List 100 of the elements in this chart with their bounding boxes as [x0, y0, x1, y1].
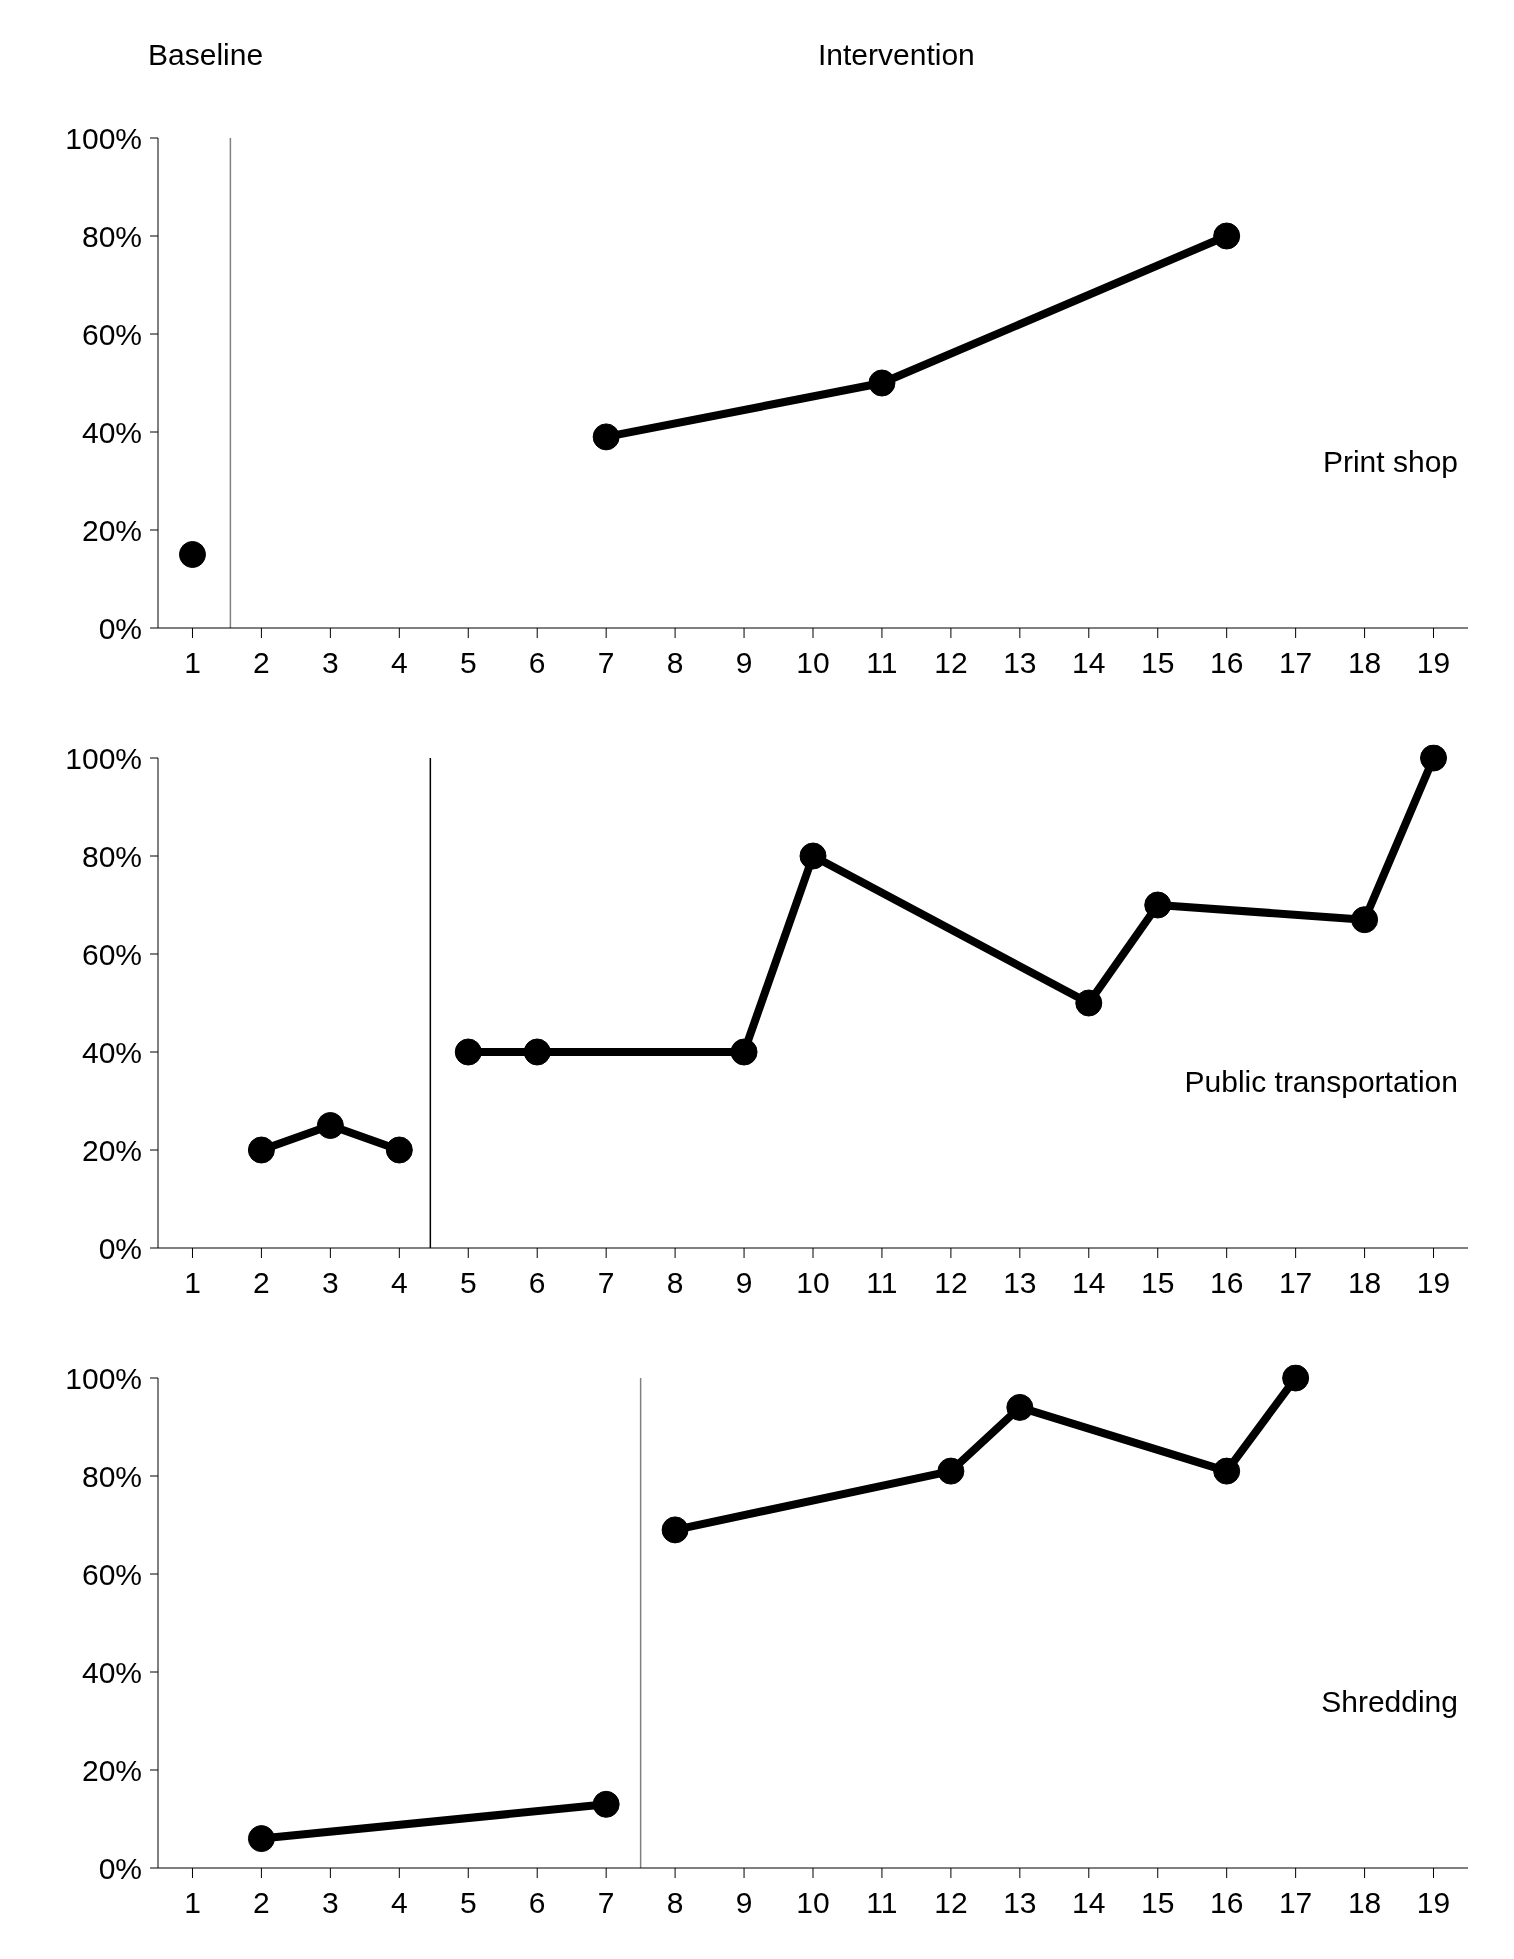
x-tick-label: 10	[796, 1266, 830, 1300]
point	[730, 1038, 758, 1066]
x-tick-label: 7	[597, 1886, 615, 1920]
x-tick-label: 9	[735, 1886, 753, 1920]
point	[1282, 1364, 1310, 1392]
point	[1144, 891, 1172, 919]
text: Shredding	[1321, 1685, 1458, 1719]
y-tick-label: 60%	[81, 1557, 142, 1591]
x-tick-label: 12	[934, 1886, 968, 1920]
x-tick-label: 3	[322, 646, 339, 680]
x-tick-label: 9	[735, 1266, 753, 1300]
point	[1213, 1457, 1241, 1485]
x-tick-label: 10	[796, 1886, 830, 1920]
x-tick-label: 8	[666, 1266, 684, 1300]
x-tick-label: 13	[1003, 1886, 1037, 1920]
x-tick-label: 9	[735, 646, 753, 680]
x-tick-label: 4	[390, 1266, 408, 1300]
x-tick-label: 2	[253, 1886, 270, 1920]
x-tick-label: 15	[1141, 1886, 1175, 1920]
point	[661, 1516, 689, 1544]
x-tick-label: 6	[528, 646, 546, 680]
x-tick-label: 17	[1278, 1266, 1313, 1300]
x-tick-label: 13	[1003, 1266, 1037, 1300]
x-tick-label: 1	[184, 1266, 201, 1300]
x-tick-label: 3	[322, 1886, 339, 1920]
x-tick-label: 11	[866, 646, 898, 680]
point	[1213, 222, 1241, 250]
x-tick-label: 14	[1072, 646, 1106, 680]
x-tick-label: 8	[666, 1886, 684, 1920]
x-tick-label: 4	[390, 646, 408, 680]
x-tick-label: 19	[1416, 1886, 1451, 1920]
x-tick-label: 5	[459, 1266, 477, 1300]
x-tick-label: 6	[528, 1266, 546, 1300]
y-tick-label: 0%	[98, 1231, 142, 1265]
text: Public transportation	[1184, 1065, 1458, 1099]
point	[592, 423, 620, 451]
x-tick-label: 18	[1347, 1886, 1382, 1920]
y-tick-label: 20%	[81, 1133, 142, 1167]
point	[799, 842, 827, 870]
x-tick-label: 17	[1278, 646, 1313, 680]
point	[592, 1790, 620, 1818]
y-tick-label: 40%	[81, 1035, 142, 1069]
y-tick-label: 60%	[81, 317, 142, 351]
x-tick-label: 7	[597, 646, 615, 680]
y-tick-label: 0%	[98, 1851, 142, 1885]
x-tick-label: 18	[1347, 646, 1382, 680]
x-tick-label: 16	[1210, 1886, 1244, 1920]
x-tick-label: 11	[866, 1266, 898, 1300]
x-tick-label: 19	[1416, 646, 1451, 680]
x-tick-label: 16	[1210, 646, 1244, 680]
point	[1420, 744, 1448, 772]
point	[178, 541, 206, 568]
point	[247, 1825, 275, 1853]
point	[937, 1457, 965, 1485]
point	[385, 1136, 413, 1164]
point	[454, 1038, 482, 1066]
y-tick-label: 40%	[81, 1655, 142, 1689]
x-tick-label: 6	[528, 1886, 546, 1920]
x-tick-label: 19	[1416, 1266, 1451, 1300]
x-tick-label: 7	[597, 1266, 615, 1300]
y-tick-label: 60%	[81, 937, 142, 971]
x-tick-label: 2	[253, 1266, 270, 1300]
x-tick-label: 2	[253, 646, 270, 680]
x-tick-label: 15	[1141, 646, 1175, 680]
x-tick-label: 16	[1210, 1266, 1244, 1300]
y-tick-label: 80%	[81, 219, 142, 253]
y-tick-label: 40%	[81, 415, 142, 449]
x-tick-label: 17	[1278, 1886, 1313, 1920]
x-tick-label: 14	[1072, 1266, 1106, 1300]
text: Intervention	[818, 38, 975, 72]
point	[247, 1136, 275, 1164]
x-tick-label: 5	[459, 646, 477, 680]
x-tick-label: 3	[322, 1266, 339, 1300]
point	[1006, 1393, 1034, 1421]
x-tick-label: 12	[934, 646, 968, 680]
x-tick-label: 14	[1072, 1886, 1106, 1920]
y-tick-label: 100%	[65, 1361, 142, 1395]
point	[523, 1038, 551, 1066]
point	[868, 369, 896, 397]
x-tick-label: 1	[184, 646, 201, 680]
x-tick-label: 15	[1141, 1266, 1175, 1300]
x-tick-label: 4	[390, 1886, 408, 1920]
x-tick-label: 1	[184, 1886, 201, 1920]
x-tick-label: 11	[866, 1886, 898, 1920]
y-tick-label: 20%	[81, 513, 142, 547]
point	[316, 1112, 344, 1139]
x-tick-label: 13	[1003, 646, 1037, 680]
y-tick-label: 80%	[81, 839, 142, 873]
text: Print shop	[1322, 445, 1458, 479]
x-tick-label: 8	[666, 646, 684, 680]
y-tick-label: 100%	[65, 741, 142, 775]
x-tick-label: 5	[459, 1886, 477, 1920]
text: Baseline	[148, 38, 264, 72]
y-tick-label: 20%	[81, 1753, 142, 1787]
y-tick-label: 0%	[98, 611, 142, 645]
x-tick-label: 10	[796, 646, 830, 680]
point	[1351, 906, 1379, 934]
x-tick-label: 18	[1347, 1266, 1382, 1300]
x-tick-label: 12	[934, 1266, 968, 1300]
y-tick-label: 100%	[65, 121, 142, 155]
